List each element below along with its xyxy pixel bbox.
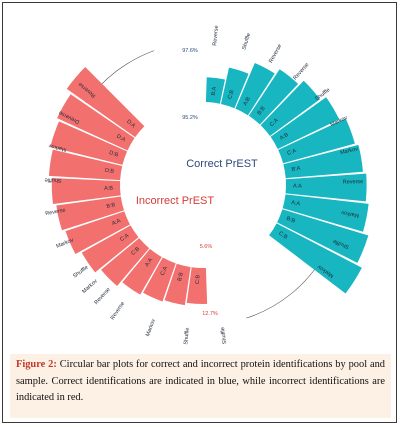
bar-label: A:A <box>144 257 154 268</box>
bar-label: C:B <box>195 274 201 284</box>
bar-label: C:B <box>277 231 288 241</box>
bar-label: D:A <box>115 134 126 144</box>
figure-caption-text: Circular bar plots for correct and incor… <box>16 359 385 404</box>
bar-label: C:B <box>227 89 236 100</box>
outer-sample-label: Markov <box>340 146 359 156</box>
bar-correct <box>282 194 369 232</box>
bar-label: C:B <box>130 246 141 257</box>
bar-correct <box>278 118 355 164</box>
outer-sample-label: Reverse <box>212 25 220 46</box>
bar-correct <box>248 69 299 125</box>
bar-label: C:A <box>119 233 130 243</box>
bar-label: B:B <box>257 105 267 116</box>
bar-incorrect <box>81 225 139 273</box>
bar-incorrect <box>56 196 124 231</box>
outer-sample-label: Reverse <box>343 179 364 185</box>
bar-label: C:A <box>269 117 280 128</box>
percent-annotation: 5.6% <box>200 244 213 250</box>
bar-label: D:B <box>108 150 119 159</box>
bar-incorrect <box>143 257 176 302</box>
bar-incorrect <box>66 67 145 138</box>
bar-correct <box>269 223 362 294</box>
bar-incorrect <box>50 121 128 165</box>
bar-label: C:A <box>286 148 297 157</box>
outer-sample-label: Reverse <box>45 208 66 218</box>
outer-sample-label: Markov <box>145 318 157 337</box>
bar-incorrect <box>48 149 123 181</box>
bar-label: B:A <box>211 86 218 96</box>
bar-label: A:B <box>279 132 290 142</box>
bar-correct <box>220 67 249 109</box>
bar-correct <box>205 77 225 104</box>
group-title-incorrect: Incorrect PrEST <box>136 195 215 207</box>
bar-label: A:B <box>242 96 252 107</box>
bar-correct <box>260 80 320 136</box>
bar-label: D:A <box>125 119 136 130</box>
bar-incorrect <box>186 267 208 304</box>
bar-incorrect <box>51 177 121 204</box>
figure-label: Figure 2: <box>16 359 57 370</box>
bar-correct <box>285 173 367 202</box>
bar-label: D:B <box>104 168 114 175</box>
percent-annotation: 97.6% <box>182 48 198 54</box>
percent-annotation: 95.2% <box>182 115 198 121</box>
outer-sample-label: Markov <box>341 209 360 218</box>
bar-label: C:A <box>160 266 169 277</box>
bar-correct <box>277 209 369 263</box>
group-title-correct: Correct PrEST <box>186 158 258 170</box>
bar-incorrect <box>122 248 162 295</box>
bar-label: B:B <box>106 202 116 210</box>
percent-annotation: 12.7% <box>202 311 218 317</box>
bar-incorrect <box>65 211 130 254</box>
outer-sample-label: Reverse <box>292 62 310 81</box>
outer-sample-label: Shuffle <box>241 33 252 51</box>
outer-sample-label: Shuffle <box>72 265 89 280</box>
outer-sample-label: Reverse <box>94 287 112 306</box>
bar-incorrect <box>101 238 150 286</box>
bar-label: A:A <box>293 183 302 189</box>
bar-label: A:A <box>291 200 301 208</box>
bar-incorrect <box>57 94 135 151</box>
outer-sample-label: Shuffle <box>183 327 191 345</box>
bar-correct <box>270 97 340 149</box>
bar-correct <box>283 144 363 179</box>
bar-label: A:B <box>104 186 113 192</box>
bar-incorrect <box>164 263 191 306</box>
bar-label: A:A <box>111 218 122 227</box>
outer-sample-label: Markov <box>48 142 67 152</box>
figure-caption: Figure 2: Circular bar plots for correct… <box>10 354 391 418</box>
bar-correct <box>235 62 275 116</box>
outer-sample-label: Shuffle <box>44 176 61 183</box>
outer-sample-label: Reverse <box>110 301 126 321</box>
outer-sample-label: Markov <box>81 278 99 295</box>
outer-sample-label: Shuffle <box>220 327 228 345</box>
outer-sample-label: Markov <box>55 237 74 250</box>
bar-label: B:A <box>291 165 301 172</box>
bar-label: B:B <box>177 271 185 281</box>
bar-label: B:B <box>285 216 296 225</box>
outer-sample-label: Reverse <box>268 43 283 64</box>
